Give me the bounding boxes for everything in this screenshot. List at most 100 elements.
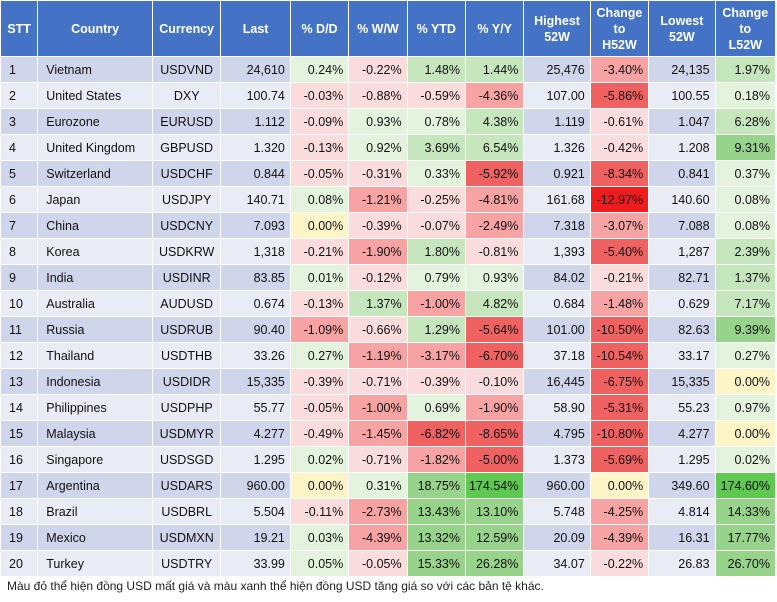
cell-ww: -0.39% — [348, 212, 408, 239]
cell-chg_h52: -0.22% — [589, 550, 650, 577]
cell-high52: 0.684 — [523, 290, 591, 317]
cell-last: 7.093 — [220, 212, 291, 239]
cell-dd: -0.39% — [289, 368, 350, 395]
cell-ww: 0.92% — [348, 134, 408, 161]
cell-last: 15,335 — [220, 368, 291, 395]
cell-ytd: 3.69% — [406, 134, 466, 161]
cell-chg_h52: -5.86% — [589, 82, 650, 109]
cell-chg_l52: 6.28% — [714, 108, 777, 135]
column-header-line: Change — [722, 5, 769, 20]
cell-chg_l52: 9.31% — [714, 134, 777, 161]
cell-yy: -1.90% — [464, 394, 525, 421]
cell-dd: 0.02% — [289, 446, 350, 473]
cell-currency: USDCNY — [151, 212, 222, 239]
cell-dd: 0.24% — [289, 56, 350, 83]
column-header-country: Country — [37, 0, 153, 57]
cell-high52: 107.00 — [523, 82, 591, 109]
cell-chg_l52: 1.37% — [714, 264, 777, 291]
cell-high52: 1.119 — [523, 108, 591, 135]
cell-low52: 1,287 — [648, 238, 716, 265]
cell-stt: 6 — [0, 186, 39, 213]
table-row: 15 Malaysia USDMYR 4.277 -0.49% -1.45% -6.82% -… — [0, 420, 777, 447]
cell-dd: -0.09% — [289, 108, 350, 135]
cell-ytd: -3.17% — [406, 342, 466, 369]
cell-currency: AUDUSD — [151, 290, 222, 317]
cell-yy: 174.54% — [464, 472, 525, 499]
column-header-line: to — [739, 21, 752, 36]
cell-chg_l52: 0.00% — [714, 368, 777, 395]
cell-low52: 0.629 — [648, 290, 716, 317]
column-header-low52: Lowest 52W — [648, 0, 716, 57]
cell-currency: USDCHF — [151, 160, 222, 187]
cell-chg_h52: 0.00% — [589, 472, 650, 499]
cell-currency: USDMXN — [151, 524, 222, 551]
cell-stt: 8 — [0, 238, 39, 265]
column-header-dd: % D/D — [289, 0, 350, 57]
cell-ytd: 18.75% — [406, 472, 466, 499]
cell-last: 1,318 — [220, 238, 291, 265]
cell-ytd: -6.82% — [406, 420, 466, 447]
cell-dd: -0.11% — [289, 498, 350, 525]
cell-yy: -5.00% — [464, 446, 525, 473]
cell-country: Korea — [37, 238, 153, 265]
cell-ww: -0.88% — [348, 82, 408, 109]
cell-yy: 13.10% — [464, 498, 525, 525]
cell-high52: 161.68 — [523, 186, 591, 213]
cell-last: 100.74 — [220, 82, 291, 109]
table-row: 14 Philippines USDPHP 55.77 -0.05% -1.00% 0.69… — [0, 394, 777, 421]
cell-ww: 0.31% — [348, 472, 408, 499]
cell-dd: 0.27% — [289, 342, 350, 369]
cell-yy: 4.38% — [464, 108, 525, 135]
cell-ytd: 1.29% — [406, 316, 466, 343]
cell-stt: 17 — [0, 472, 39, 499]
cell-country: Singapore — [37, 446, 153, 473]
table-row: 17 Argentina USDARS 960.00 0.00% 0.31% 18.75% 1… — [0, 472, 777, 499]
column-header-line: Country — [71, 21, 120, 36]
cell-chg_h52: -0.42% — [589, 134, 650, 161]
cell-yy: -4.36% — [464, 82, 525, 109]
cell-chg_h52: -0.21% — [589, 264, 650, 291]
cell-dd: 0.08% — [289, 186, 350, 213]
cell-chg_l52: 0.00% — [714, 420, 777, 447]
cell-last: 140.71 — [220, 186, 291, 213]
cell-chg_l52: 0.08% — [714, 212, 777, 239]
cell-ytd: -0.25% — [406, 186, 466, 213]
cell-yy: 12.59% — [464, 524, 525, 551]
column-header-line: 52W — [544, 29, 570, 44]
cell-last: 0.674 — [220, 290, 291, 317]
cell-low52: 24,135 — [648, 56, 716, 83]
cell-chg_l52: 0.37% — [714, 160, 777, 187]
column-header-line: Highest — [534, 13, 580, 28]
table-row: 2 United States DXY 100.74 -0.03% -0.88% -0.59… — [0, 82, 777, 109]
cell-chg_h52: -4.25% — [589, 498, 650, 525]
cell-last: 0.844 — [220, 160, 291, 187]
cell-ytd: 0.69% — [406, 394, 466, 421]
cell-currency: USDMYR — [151, 420, 222, 447]
table-body: 1 Vietnam USDVND 24,610 0.24% -0.22% 1.48% 1.44… — [0, 56, 777, 577]
cell-last: 33.99 — [220, 550, 291, 577]
cell-country: United Kingdom — [37, 134, 153, 161]
cell-dd: 0.00% — [289, 472, 350, 499]
cell-dd: 0.01% — [289, 264, 350, 291]
cell-country: Brazil — [37, 498, 153, 525]
cell-last: 90.40 — [220, 316, 291, 343]
cell-ytd: 1.80% — [406, 238, 466, 265]
column-header-line: % YTD — [416, 21, 456, 36]
column-header-line: 52W — [669, 29, 695, 44]
cell-stt: 18 — [0, 498, 39, 525]
cell-dd: -0.21% — [289, 238, 350, 265]
cell-stt: 16 — [0, 446, 39, 473]
cell-last: 83.85 — [220, 264, 291, 291]
cell-last: 960.00 — [220, 472, 291, 499]
cell-low52: 140.60 — [648, 186, 716, 213]
cell-dd: -0.05% — [289, 394, 350, 421]
cell-last: 33.26 — [220, 342, 291, 369]
cell-high52: 34.07 — [523, 550, 591, 577]
cell-currency: USDBRL — [151, 498, 222, 525]
cell-ytd: 0.33% — [406, 160, 466, 187]
cell-high52: 5.748 — [523, 498, 591, 525]
cell-ytd: 0.79% — [406, 264, 466, 291]
cell-ytd: 13.32% — [406, 524, 466, 551]
cell-chg_h52: -0.61% — [589, 108, 650, 135]
table-row: 3 Eurozone EURUSD 1.112 -0.09% 0.93% 0.78% 4.38… — [0, 108, 777, 135]
